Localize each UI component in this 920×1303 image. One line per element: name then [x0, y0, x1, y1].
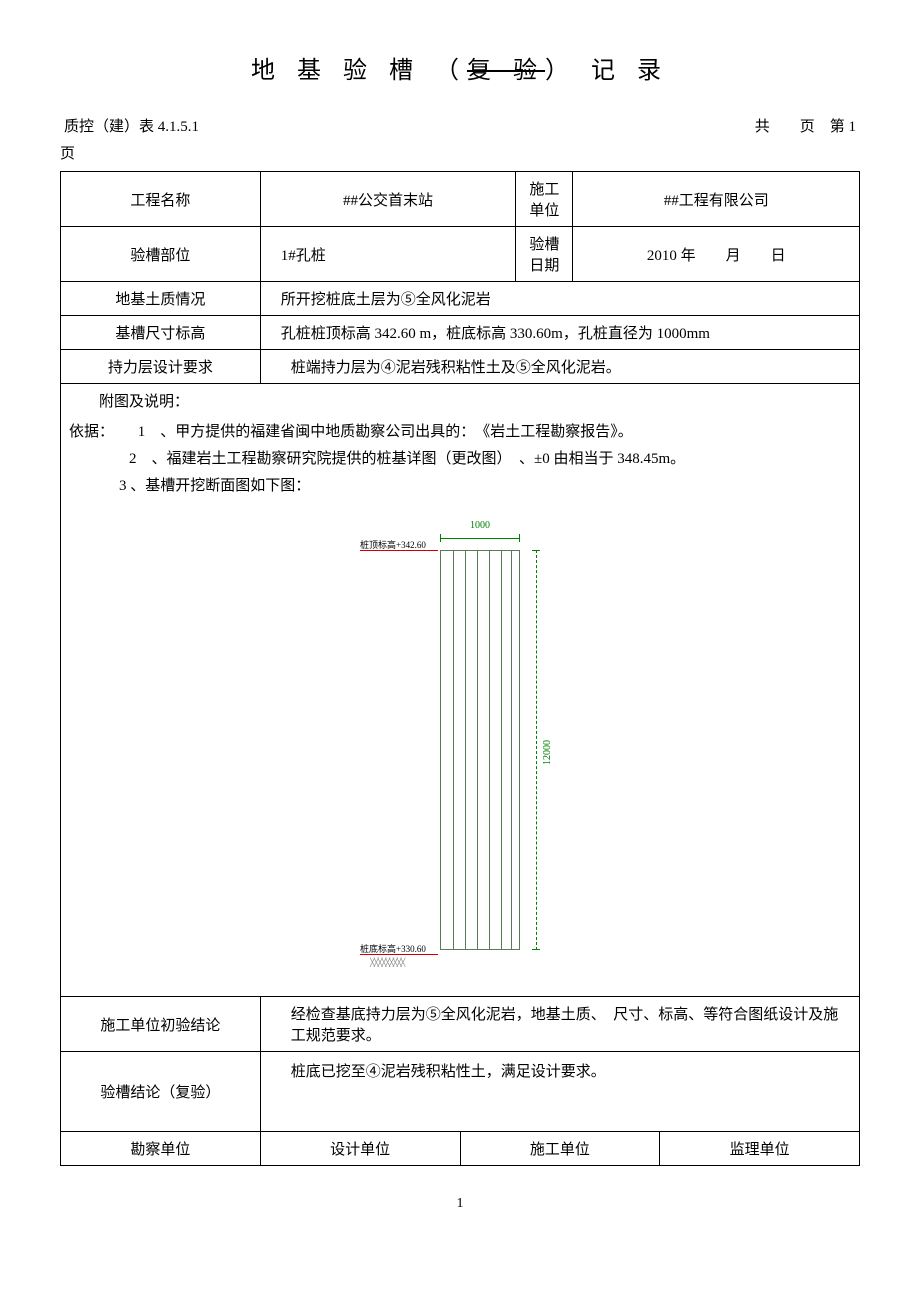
construction-unit-label: 施工单位 — [516, 172, 573, 227]
diagram-intro: 附图及说明： — [69, 390, 851, 411]
footer-page-number: 1 — [60, 1196, 860, 1212]
bearing-label: 持力层设计要求 — [61, 350, 261, 384]
survey-unit-label: 勘察单位 — [61, 1132, 261, 1166]
table-row: 验槽部位 1#孔桩 验槽日期 2010 年 月 日 — [61, 227, 860, 282]
document-title: 地 基 验 槽 （复 验） 记 录 — [60, 50, 860, 85]
table-row: 验槽结论（复验） 桩底已挖至④泥岩残积粘性土，满足设计要求。 — [61, 1052, 860, 1132]
project-name: ##公交首末站 — [260, 172, 515, 227]
basis-line-2: 2 、福建岩土工程勘察研究院提供的桩基详图（更改图） 、±0 由相当于 348.… — [69, 451, 685, 467]
initial-conclusion-label: 施工单位初验结论 — [61, 997, 261, 1052]
right-dimension: 12000 — [528, 550, 558, 950]
project-name-label: 工程名称 — [61, 172, 261, 227]
slot-location-label: 验槽部位 — [61, 227, 261, 282]
table-row: 持力层设计要求 桩端持力层为④泥岩残积粘性土及⑤全风化泥岩。 — [61, 350, 860, 384]
initial-conclusion: 经检查基底持力层为⑤全风化泥岩，地基土质、 尺寸、标高、等符合图纸设计及施工规范… — [260, 997, 859, 1052]
pile-diagram: 1000 桩顶标高+342.60 — [360, 520, 560, 980]
table-row: 地基土质情况 所开挖桩底土层为⑤全风化泥岩 — [61, 282, 860, 316]
slot-date-label: 验槽日期 — [516, 227, 573, 282]
page-continue: 页 — [60, 142, 860, 163]
bearing: 桩端持力层为④泥岩残积粘性土及⑤全风化泥岩。 — [260, 350, 859, 384]
main-table: 工程名称 ##公交首末站 施工单位 ##工程有限公司 验槽部位 1#孔桩 验槽日… — [60, 171, 860, 1166]
table-row: 勘察单位 设计单位 施工单位 监理单位 — [61, 1132, 860, 1166]
subheader-row: 质控（建）表 4.1.5.1 共 页 第 1 — [60, 115, 860, 136]
table-row: 工程名称 ##公交首末站 施工单位 ##工程有限公司 — [61, 172, 860, 227]
table-row: 施工单位初验结论 经检查基底持力层为⑤全风化泥岩，地基土质、 尺寸、标高、等符合… — [61, 997, 860, 1052]
dimension: 孔桩桩顶标高 342.60 m，桩底标高 330.60m，孔桩直径为 1000m… — [260, 316, 859, 350]
title-suffix: ） 记 录 — [545, 58, 669, 84]
diagram-container: 1000 桩顶标高+342.60 — [69, 520, 851, 980]
pile-inner-line — [501, 551, 502, 949]
final-conclusion: 桩底已挖至④泥岩残积粘性土，满足设计要求。 — [260, 1052, 859, 1132]
pile-inner-line — [453, 551, 454, 949]
right-dimension-label: 12000 — [542, 740, 553, 765]
title-strike: 复 验 — [467, 58, 545, 84]
table-row: 基槽尺寸标高 孔桩桩顶标高 342.60 m，桩底标高 330.60m，孔桩直径… — [61, 316, 860, 350]
design-unit-label: 设计单位 — [260, 1132, 460, 1166]
supervision-unit-label: 监理单位 — [660, 1132, 860, 1166]
construction-unit-sig-label: 施工单位 — [460, 1132, 660, 1166]
top-dimension-label: 1000 — [440, 520, 520, 531]
top-dimension-line — [440, 534, 520, 542]
slot-location: 1#孔桩 — [260, 227, 515, 282]
bottom-elevation-line — [360, 954, 438, 955]
slot-date: 2010 年 月 日 — [573, 227, 860, 282]
pile-inner-line — [489, 551, 490, 949]
pile-inner-line — [511, 551, 512, 949]
pile-body — [440, 550, 520, 950]
soil-condition-label: 地基土质情况 — [61, 282, 261, 316]
pile-inner-line — [477, 551, 478, 949]
form-number: 质控（建）表 4.1.5.1 — [64, 115, 199, 136]
page-info: 共 页 第 1 — [755, 115, 856, 136]
pile-inner-line — [465, 551, 466, 949]
construction-unit: ##工程有限公司 — [573, 172, 860, 227]
basis-label: 依据： — [69, 424, 114, 440]
top-elevation-line — [360, 550, 438, 551]
basis-line-3: 3 、基槽开挖断面图如下图： — [69, 478, 310, 494]
final-conclusion-label: 验槽结论（复验） — [61, 1052, 261, 1132]
dimension-label: 基槽尺寸标高 — [61, 316, 261, 350]
soil-condition: 所开挖桩底土层为⑤全风化泥岩 — [260, 282, 859, 316]
ground-hatch: ╳╳╳╳╳╳╳╳╳ — [370, 958, 404, 967]
right-dim-tick — [532, 550, 540, 551]
right-dim-tick — [532, 949, 540, 950]
basis-block: 依据： 1 、甲方提供的福建省闽中地质勘察公司出具的： 《岩土工程勘察报告》。 … — [69, 419, 851, 500]
basis-line-1: 1 、甲方提供的福建省闽中地质勘察公司出具的： 《岩土工程勘察报告》。 — [138, 424, 633, 440]
table-row: 附图及说明： 依据： 1 、甲方提供的福建省闽中地质勘察公司出具的： 《岩土工程… — [61, 384, 860, 997]
right-dim-line — [536, 550, 537, 950]
title-prefix: 地 基 验 槽 （ — [251, 58, 467, 84]
diagram-cell: 附图及说明： 依据： 1 、甲方提供的福建省闽中地质勘察公司出具的： 《岩土工程… — [61, 384, 860, 997]
